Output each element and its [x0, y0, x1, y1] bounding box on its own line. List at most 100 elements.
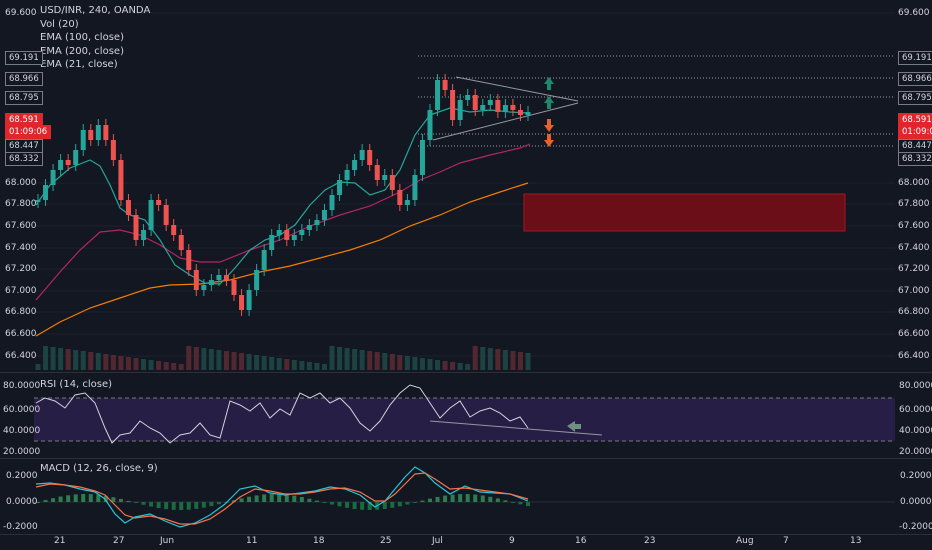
candle-body	[517, 110, 523, 115]
tick: 67.200	[5, 264, 37, 274]
macd-histogram-bar	[428, 498, 432, 502]
candle-body	[58, 160, 64, 170]
macd-histogram-bar	[156, 502, 161, 509]
level-tag: 68.332	[5, 152, 43, 166]
macd-histogram-bar	[443, 495, 448, 502]
candle-body	[193, 270, 199, 290]
tick: 66.600	[898, 329, 930, 339]
level-tag: 68.966	[898, 72, 932, 86]
time-tick: 23	[644, 536, 656, 546]
indicator-vol[interactable]: Vol (20)	[40, 18, 79, 30]
macd-histogram-bar	[111, 497, 116, 502]
tick: 68.000	[898, 178, 930, 188]
pane-divider[interactable]	[0, 458, 932, 459]
tick: 67.800	[898, 199, 930, 209]
arrow-down-markers	[544, 119, 554, 147]
macd-histogram-bar	[118, 498, 123, 502]
macd-histogram-bar	[352, 502, 357, 510]
volume-bar	[465, 364, 471, 370]
macd-histogram-bar	[164, 502, 169, 510]
volume-bar	[261, 356, 267, 370]
volume-bar	[163, 362, 169, 370]
macd-tick: -0.2000	[3, 522, 38, 532]
macd-pane[interactable]: MACD (12, 26, close, 9) 0.2000 0.0000 -0…	[0, 459, 932, 535]
pane-divider[interactable]	[0, 372, 932, 373]
macd-title[interactable]: MACD (12, 26, close, 9)	[40, 463, 158, 474]
volume-bar	[450, 362, 456, 370]
macd-histogram-bar	[134, 502, 138, 503]
time-tick: 7	[783, 536, 789, 546]
volume-bar	[299, 361, 305, 370]
macd-histogram-bar	[458, 494, 463, 502]
macd-histogram-bar	[337, 502, 342, 507]
candle-body	[246, 290, 252, 310]
macd-histogram-bar	[495, 498, 500, 502]
volume-bar	[495, 349, 501, 370]
time-tick: 9	[509, 536, 515, 546]
macd-chart[interactable]	[0, 459, 932, 535]
candle-body	[389, 175, 395, 190]
candle-body	[419, 140, 425, 175]
candle-body	[306, 225, 312, 230]
macd-histogram-bar	[186, 502, 191, 510]
indicator-ema21[interactable]: EMA (21, close)	[40, 59, 118, 70]
tick: 67.800	[5, 199, 37, 209]
macd-histogram-bar	[367, 502, 372, 510]
price-chart[interactable]	[0, 0, 932, 372]
candle-body	[261, 250, 267, 270]
macd-histogram-bar	[269, 494, 274, 502]
volume-bar	[171, 363, 177, 370]
macd-histogram-bar	[247, 496, 252, 502]
macd-histogram-bar	[194, 502, 199, 509]
candle-body	[435, 80, 441, 110]
tick: 67.200	[898, 264, 930, 274]
macd-histogram-bar	[397, 502, 402, 507]
volume-bar	[435, 360, 441, 370]
macd-histogram-bar	[330, 502, 334, 505]
volume-bar	[216, 350, 222, 370]
rsi-pane[interactable]: RSI (14, close) 80.0000 60.0000 40.0000 …	[0, 373, 932, 458]
volume-bar	[359, 350, 365, 370]
volume-bar	[254, 355, 260, 370]
candle-body	[487, 100, 493, 105]
volume-bar	[118, 356, 124, 370]
macd-histogram-bar	[322, 502, 327, 503]
time-tick: 27	[113, 536, 125, 546]
time-tick: 21	[54, 536, 66, 546]
volume-bar	[487, 348, 493, 370]
indicator-ema200[interactable]: EMA (200, close)	[40, 45, 124, 57]
candle-body	[404, 200, 410, 205]
candle-body	[35, 200, 41, 202]
level-tag: 68.966	[5, 72, 43, 86]
macd-histogram-bar	[179, 502, 184, 510]
macd-histogram-bar	[284, 494, 289, 502]
indicator-ema100[interactable]: EMA (100, close)	[40, 32, 124, 43]
candle-body	[472, 95, 478, 110]
volume-bar	[374, 352, 380, 370]
macd-tick: 0.2000	[900, 471, 932, 481]
candle-body	[103, 125, 109, 140]
rsi-title[interactable]: RSI (14, close)	[40, 379, 113, 390]
macd-histogram-bar	[239, 498, 244, 502]
candle-body	[314, 220, 320, 225]
volume-bar	[88, 352, 94, 370]
level-tag: 68.795	[898, 91, 932, 105]
volume-bar	[178, 364, 184, 370]
volume-bar	[442, 361, 448, 370]
macd-histogram-bar	[262, 494, 267, 502]
price-pane[interactable]: USD/INR, 240, OANDA Vol (20) EMA (100, c…	[0, 0, 932, 372]
macd-histogram-bar	[314, 500, 319, 502]
volume-bar	[80, 351, 86, 370]
macd-tick: 0.2000	[6, 471, 38, 481]
volume-bar	[246, 354, 252, 370]
candle-body	[156, 200, 162, 205]
time-tick: Aug	[736, 536, 754, 546]
rsi-chart[interactable]	[0, 373, 932, 458]
volume-bar	[73, 350, 79, 370]
volume-bar	[43, 346, 49, 370]
rsi-tick: 80.0000	[899, 381, 932, 391]
volume-bar	[525, 353, 531, 370]
candle-body	[495, 100, 501, 112]
candle-body	[95, 125, 101, 140]
volume-bar	[329, 346, 335, 370]
